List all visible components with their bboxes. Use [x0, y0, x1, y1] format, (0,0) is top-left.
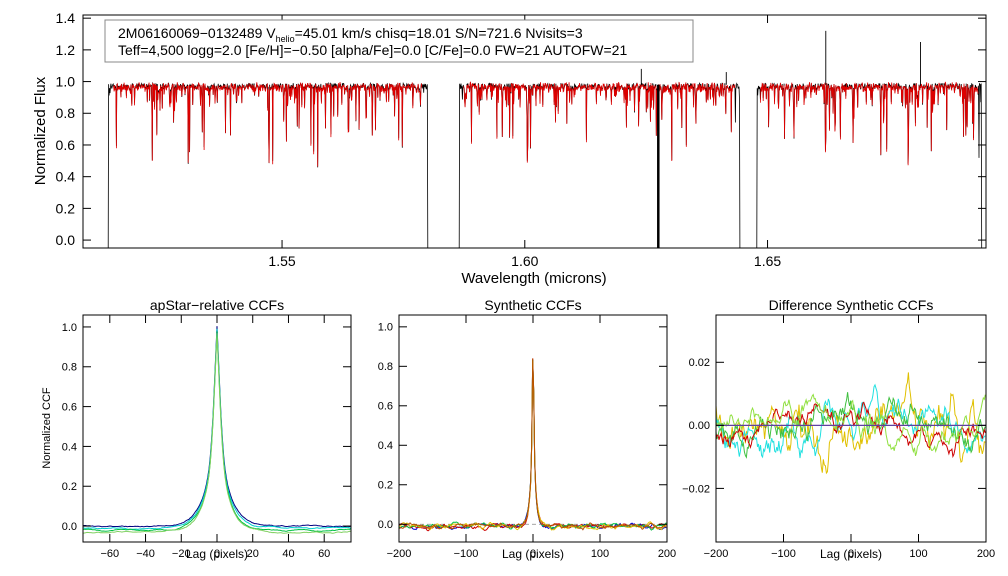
synthetic-ccf-ticks: −200 −100 0 100 200 0.0 0.2 0.4 0.6 0.8 1.0 [378, 315, 676, 560]
y-tick-label: 0.2 [56, 200, 76, 216]
y-tick-label: 0.8 [378, 361, 393, 373]
x-tick-label: 20 [247, 548, 259, 560]
x-tick-label: 100 [909, 548, 927, 560]
apstar-ccf-ticks: −60 −40 −20 0 20 40 60 0.0 0.2 0.4 0.6 0.8 1.0 [62, 315, 351, 560]
x-tick-label: 200 [658, 548, 676, 560]
y-tick-label: 0.6 [56, 137, 76, 153]
y-tick-label: 0.0 [378, 519, 393, 531]
y-tick-label: 0.2 [62, 481, 77, 493]
diff-ccf-line [716, 383, 986, 459]
x-tick-label: 0 [848, 548, 854, 560]
y-tick-label: −0.02 [682, 483, 710, 495]
diff-ccf-ticks: −200 −100 0 100 200 −0.02 0.00 0.02 [682, 315, 995, 560]
x-tick-label: 0 [214, 548, 220, 560]
diff-ccf-title: Difference Synthetic CCFs [769, 297, 934, 313]
x-tick-label: −200 [387, 548, 412, 560]
diff-ccf-panel: −200 −100 0 100 200 −0.02 0.00 0.02 Difference … [682, 297, 995, 561]
x-tick-label: 200 [977, 548, 995, 560]
y-tick-label: 1.4 [56, 10, 76, 26]
spectrum-ylabel: Normalized Flux [32, 76, 49, 185]
x-tick-label: 60 [318, 548, 330, 560]
spectrum-model-line [463, 81, 736, 163]
x-tick-label: −40 [136, 548, 155, 560]
x-tick-label: −100 [771, 548, 796, 560]
synthetic-ccf-frame [398, 314, 668, 543]
diff-ccf-xlabel: Lag (pixels) [820, 547, 882, 561]
x-tick-label: −100 [454, 548, 479, 560]
spectrum-observed-line [458, 81, 741, 248]
synthetic-ccf-panel: −200 −100 0 100 200 0.0 0.2 0.4 0.6 0.8 1.0 Synthe… [378, 297, 676, 561]
y-tick-label: 1.2 [56, 42, 76, 58]
y-tick-label: 0.4 [378, 440, 393, 452]
y-tick-label: 0.4 [62, 441, 77, 453]
y-tick-label: 0.02 [689, 357, 710, 369]
spectrum-series [107, 30, 983, 248]
y-tick-label: 0.00 [689, 420, 710, 432]
synthetic-ccf-line [398, 358, 667, 531]
x-tick-label: 40 [282, 548, 294, 560]
x-tick-label: 1.65 [754, 253, 781, 269]
spectrum-panel: 1.55 1.60 1.65 0.0 0.2 0.4 0.6 0.8 1.0 1.2 1.4 2M0… [32, 10, 987, 287]
y-tick-label: 0.6 [62, 401, 77, 413]
x-tick-label: −200 [704, 548, 729, 560]
synthetic-ccf-xlabel: Lag (pixels) [502, 547, 564, 561]
spectrum-model-line [113, 82, 423, 167]
apstar-ccf-line [82, 328, 352, 531]
spectrum-xlabel: Wavelength (microns) [461, 270, 606, 287]
synthetic-ccf-title: Synthetic CCFs [484, 297, 581, 313]
apstar-ccf-panel: −60 −40 −20 0 20 40 60 0.0 0.2 0.4 0.6 0.8 1.0 apSta… [41, 297, 352, 561]
y-tick-label: 1.0 [378, 322, 393, 334]
spectrum-model-line [760, 81, 979, 166]
spectrum-ticks: 1.55 1.60 1.65 0.0 0.2 0.4 0.6 0.8 1.0 1.2 1.4 [56, 10, 986, 269]
x-tick-label: 0 [530, 548, 536, 560]
x-tick-label: −20 [172, 548, 191, 560]
annotation-line1: 2M06160069−0132489 Vhelio=45.01 km/s chi… [118, 25, 583, 44]
synthetic-ccf-series [398, 358, 667, 532]
diff-ccf-line [716, 372, 986, 475]
x-tick-label: −60 [100, 548, 119, 560]
x-tick-label: 1.55 [268, 253, 295, 269]
apstar-ccf-ylabel: Normalized CCF [41, 387, 53, 469]
x-tick-label: 1.60 [511, 253, 538, 269]
y-tick-label: 0.8 [56, 105, 76, 121]
spectrum-observed-line [755, 82, 983, 248]
y-tick-label: 0.0 [56, 232, 76, 248]
y-tick-label: 0.4 [56, 169, 76, 185]
spectrum-frame [82, 14, 987, 249]
y-tick-label: 1.0 [56, 73, 76, 89]
annotation-line2: Teff=4,500 logg=2.0 [Fe/H]=−0.50 [alpha/… [118, 42, 627, 58]
spectrum-annotation-box [104, 19, 694, 63]
y-tick-label: 1.0 [62, 322, 77, 334]
apstar-ccf-line [82, 331, 352, 532]
y-tick-label: 0.8 [62, 362, 77, 374]
y-tick-label: 0.0 [62, 521, 77, 533]
x-tick-label: 100 [591, 548, 609, 560]
apstar-ccf-series [82, 326, 352, 534]
apstar-ccf-xlabel: Lag (pixels) [186, 547, 248, 561]
apstar-ccf-title: apStar−relative CCFs [150, 297, 284, 313]
apstar-ccf-frame [82, 314, 352, 543]
diff-ccf-line [716, 393, 986, 456]
diff-ccf-series [716, 372, 986, 475]
y-tick-label: 0.6 [378, 401, 393, 413]
y-tick-label: 0.2 [378, 480, 393, 492]
apstar-ccf-line [82, 333, 352, 534]
apstar-ccf-line [82, 326, 352, 528]
